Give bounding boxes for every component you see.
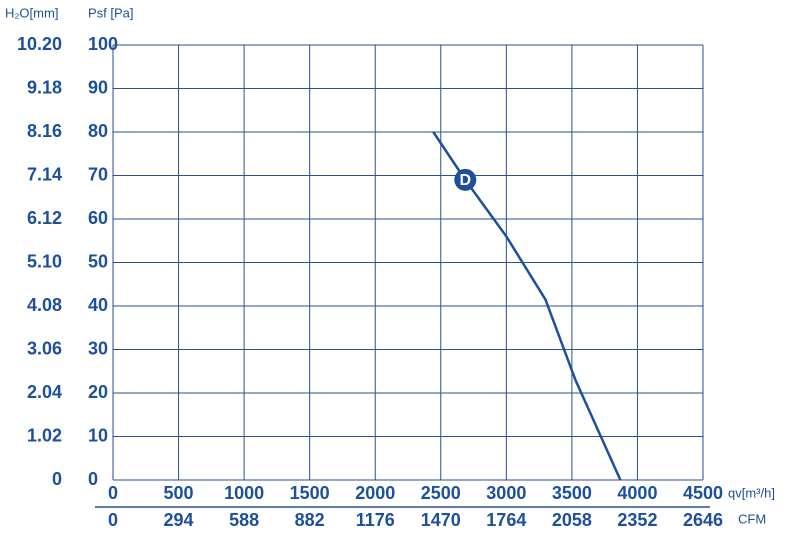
- x-tick-label: 2000: [355, 483, 395, 503]
- series-name: D: [460, 172, 472, 189]
- y-tick-label: 30: [88, 338, 108, 358]
- y-tick-label: 90: [88, 77, 108, 97]
- x2-tick-label: 294: [164, 510, 194, 530]
- x2-tick-label: 1470: [421, 510, 461, 530]
- y-tick-label: 0: [88, 469, 98, 489]
- x2-tick-label: 0: [108, 510, 118, 530]
- y-tick-label: 10: [88, 425, 108, 445]
- y-tick-label: 100: [88, 34, 118, 54]
- y-tick-label: 50: [88, 251, 108, 271]
- x-tick-label: 3500: [552, 483, 592, 503]
- y2-tick-label: 1.02: [27, 425, 62, 445]
- y-axis-label: Psf [Pa]: [88, 5, 134, 20]
- y2-tick-label: 10.20: [17, 34, 62, 54]
- y-tick-label: 20: [88, 382, 108, 402]
- y-tick-label: 60: [88, 208, 108, 228]
- x2-tick-label: 882: [295, 510, 325, 530]
- x-tick-label: 4500: [683, 483, 723, 503]
- x2-tick-label: 2646: [683, 510, 723, 530]
- y-tick-label: 40: [88, 295, 108, 315]
- x2-tick-label: 2352: [617, 510, 657, 530]
- x2-tick-label: 1764: [486, 510, 526, 530]
- x2-tick-label: 1176: [356, 510, 395, 530]
- y2-tick-label: 7.14: [27, 164, 62, 184]
- x-tick-label: 3000: [486, 483, 526, 503]
- x2-tick-label: 2058: [552, 510, 592, 530]
- y2-axis-label: H₂O[mm]: [5, 5, 58, 20]
- y-tick-label: 80: [88, 121, 108, 141]
- x-tick-label: 0: [108, 483, 118, 503]
- x-tick-label: 500: [164, 483, 194, 503]
- x-axis-label: qv[m³/h]: [728, 485, 775, 500]
- y2-tick-label: 2.04: [27, 382, 62, 402]
- series-marker: [454, 168, 477, 191]
- y2-tick-label: 9.18: [27, 77, 62, 97]
- y2-tick-label: 5.10: [27, 251, 62, 271]
- x-tick-label: 2500: [421, 483, 461, 503]
- x-tick-label: 4000: [617, 483, 657, 503]
- y2-tick-label: 8.16: [27, 121, 62, 141]
- y2-tick-label: 0: [52, 469, 62, 489]
- x2-axis-label: CFM: [738, 511, 766, 526]
- y-tick-label: 70: [88, 164, 108, 184]
- x2-tick-label: 588: [229, 510, 259, 530]
- y2-tick-label: 3.06: [27, 338, 62, 358]
- y2-tick-label: 4.08: [27, 295, 62, 315]
- x-tick-label: 1000: [224, 483, 264, 503]
- x-tick-label: 1500: [290, 483, 330, 503]
- y2-tick-label: 6.12: [27, 208, 62, 228]
